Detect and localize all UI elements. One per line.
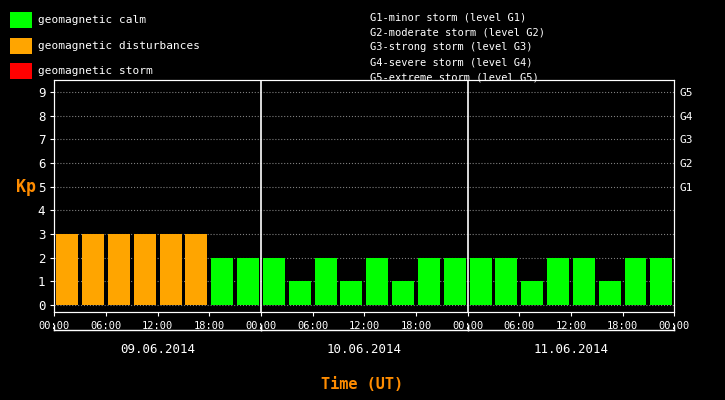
Bar: [366, 258, 388, 305]
Bar: [10, 63, 32, 79]
Text: G5-extreme storm (level G5): G5-extreme storm (level G5): [370, 73, 539, 83]
Bar: [495, 258, 518, 305]
Bar: [444, 258, 465, 305]
Text: geomagnetic calm: geomagnetic calm: [38, 15, 146, 25]
Text: geomagnetic disturbances: geomagnetic disturbances: [38, 41, 199, 51]
Text: geomagnetic storm: geomagnetic storm: [38, 66, 152, 76]
Bar: [160, 234, 181, 305]
Bar: [418, 258, 440, 305]
Bar: [211, 258, 233, 305]
Bar: [10, 38, 32, 54]
Bar: [315, 258, 336, 305]
Bar: [547, 258, 569, 305]
Bar: [108, 234, 130, 305]
Bar: [521, 281, 543, 305]
Bar: [289, 281, 311, 305]
Text: Time (UT): Time (UT): [321, 377, 404, 392]
Bar: [134, 234, 156, 305]
Text: G1-minor storm (level G1): G1-minor storm (level G1): [370, 12, 526, 22]
Bar: [57, 234, 78, 305]
Bar: [624, 258, 647, 305]
Bar: [237, 258, 259, 305]
Bar: [573, 258, 594, 305]
Text: 09.06.2014: 09.06.2014: [120, 343, 195, 356]
Bar: [186, 234, 207, 305]
Text: 10.06.2014: 10.06.2014: [327, 343, 402, 356]
Text: G2-moderate storm (level G2): G2-moderate storm (level G2): [370, 27, 544, 37]
Text: 11.06.2014: 11.06.2014: [534, 343, 608, 356]
Text: G3-strong storm (level G3): G3-strong storm (level G3): [370, 42, 532, 52]
Bar: [82, 234, 104, 305]
Bar: [392, 281, 414, 305]
Bar: [341, 281, 362, 305]
Bar: [470, 258, 492, 305]
Bar: [650, 258, 672, 305]
Text: G4-severe storm (level G4): G4-severe storm (level G4): [370, 58, 532, 68]
Bar: [263, 258, 285, 305]
Bar: [10, 12, 32, 28]
Bar: [599, 281, 621, 305]
Y-axis label: Kp: Kp: [17, 178, 36, 196]
